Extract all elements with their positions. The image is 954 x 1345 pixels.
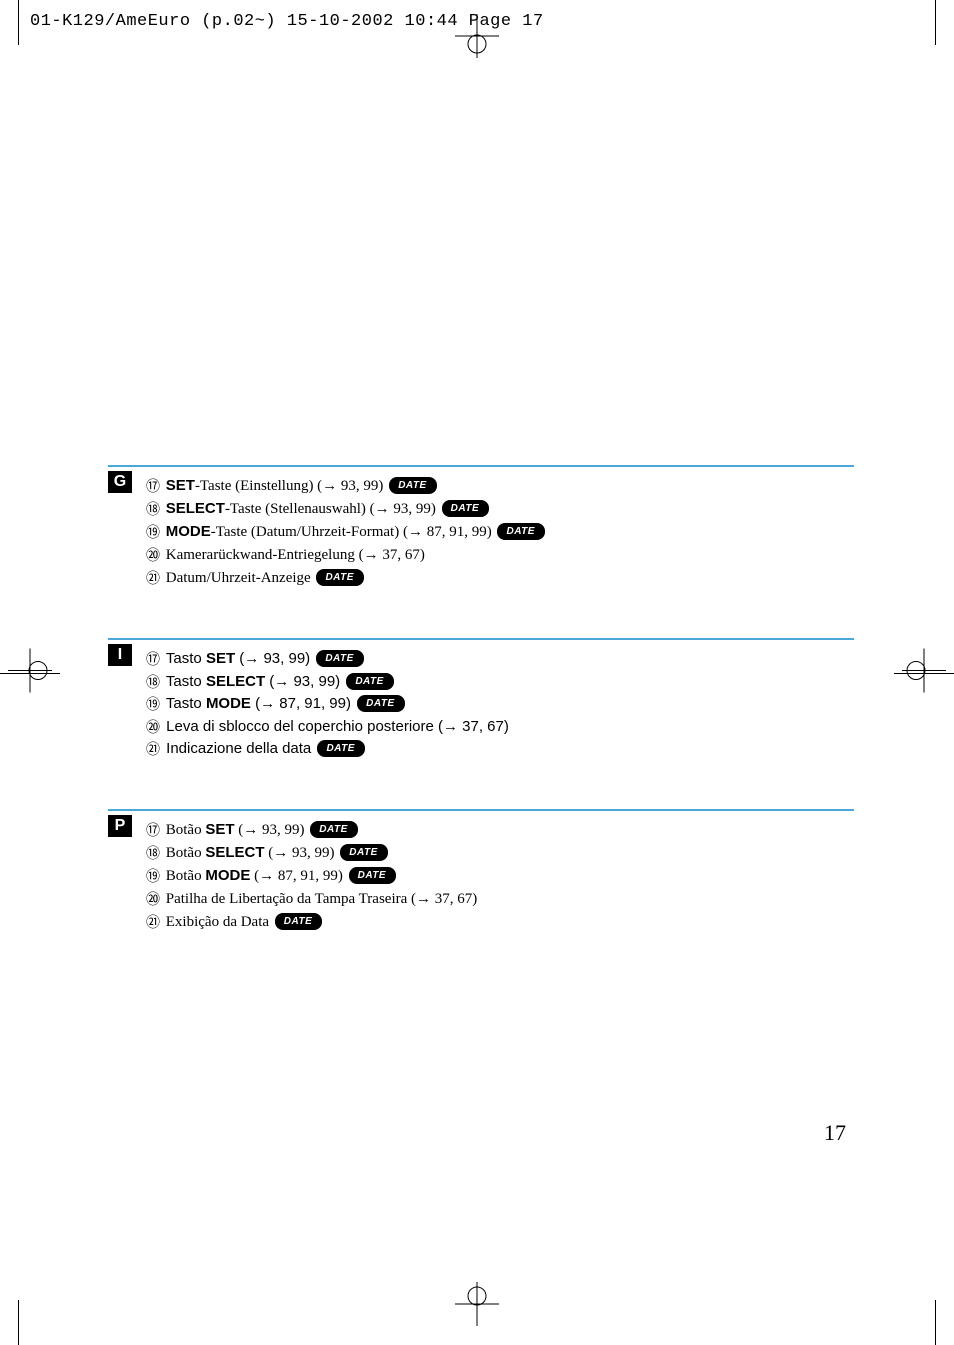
item-prefix: Tasto <box>166 650 206 667</box>
item-text: (→ 87, 91, 99) <box>251 695 351 712</box>
item-prefix: Botão <box>166 822 206 838</box>
item-list: ⑰ SET-Taste (Einstellung) (→ 93, 99) DAT… <box>144 473 854 590</box>
item-number: ⑰ <box>144 649 162 670</box>
date-badge: DATE <box>340 844 387 861</box>
date-badge: DATE <box>316 569 363 586</box>
item-number: ⑱ <box>144 500 162 521</box>
item-number: ⑲ <box>144 694 162 715</box>
item-row: ⑳ Patilha de Libertação da Tampa Traseir… <box>144 888 854 911</box>
item-row: ⑱ SELECT-Taste (Stellenauswahl) (→ 93, 9… <box>144 498 854 521</box>
date-badge: DATE <box>310 821 357 838</box>
item-row: ⑰ Tasto SET (→ 93, 99) DATE <box>144 648 854 671</box>
item-row: ㉑ Datum/Uhrzeit-Anzeige DATE <box>144 567 854 590</box>
registration-mark-right <box>902 648 946 697</box>
item-bold: MODE <box>166 523 211 540</box>
item-bold: SET <box>206 650 235 667</box>
date-badge: DATE <box>349 867 396 884</box>
item-number: ⑰ <box>144 477 162 498</box>
item-row: ㉑ Indicazione della data DATE <box>144 738 854 761</box>
item-bold: SELECT <box>166 500 225 517</box>
page-number: 17 <box>824 1120 846 1146</box>
item-number: ㉑ <box>144 569 162 590</box>
date-badge: DATE <box>317 740 364 757</box>
lang-section-p: P⑰ Botão SET (→ 93, 99) DATE⑱ Botão SELE… <box>108 809 854 934</box>
item-text: Exibição da Data <box>166 914 269 930</box>
item-text: (→ 93, 99) <box>235 650 310 667</box>
registration-mark-left <box>8 648 52 697</box>
date-badge: DATE <box>389 477 436 494</box>
date-badge: DATE <box>275 913 322 930</box>
item-text: Datum/Uhrzeit-Anzeige <box>166 570 311 586</box>
item-text: (→ 93, 99) <box>235 822 305 838</box>
language-badge: I <box>108 644 132 666</box>
item-prefix: Botão <box>166 845 206 861</box>
item-bold: SELECT <box>205 844 264 861</box>
lang-section-g: G⑰ SET-Taste (Einstellung) (→ 93, 99) DA… <box>108 465 854 590</box>
item-text: Indicazione della data <box>166 740 311 757</box>
item-number: ㉑ <box>144 913 162 934</box>
item-number: ⑱ <box>144 844 162 865</box>
item-row: ⑲ Tasto MODE (→ 87, 91, 99) DATE <box>144 693 854 716</box>
language-badge: G <box>108 471 132 493</box>
item-row: ⑲ Botão MODE (→ 87, 91, 99) DATE <box>144 865 854 888</box>
date-badge: DATE <box>357 695 404 712</box>
item-number: ㉑ <box>144 739 162 760</box>
crop-marks-bottom <box>0 1300 954 1345</box>
item-bold: SET <box>166 477 195 494</box>
crop-marks-top <box>0 0 954 45</box>
item-list: ⑰ Botão SET (→ 93, 99) DATE⑱ Botão SELEC… <box>144 817 854 934</box>
item-number: ⑱ <box>144 672 162 693</box>
item-text: Kamerarückwand-Entriegelung (→ 37, 67) <box>166 547 425 563</box>
lang-section-i: I⑰ Tasto SET (→ 93, 99) DATE⑱ Tasto SELE… <box>108 638 854 761</box>
item-row: ⑱ Botão SELECT (→ 93, 99) DATE <box>144 842 854 865</box>
item-row: ㉑ Exibição da Data DATE <box>144 911 854 934</box>
item-prefix: Tasto <box>166 695 206 712</box>
item-text: -Taste (Datum/Uhrzeit-Format) (→ 87, 91,… <box>211 524 492 540</box>
item-row: ⑱ Tasto SELECT (→ 93, 99) DATE <box>144 671 854 694</box>
date-badge: DATE <box>497 523 544 540</box>
date-badge: DATE <box>346 673 393 690</box>
page-content: G⑰ SET-Taste (Einstellung) (→ 93, 99) DA… <box>108 465 854 982</box>
section-rule <box>108 638 854 640</box>
item-text: -Taste (Einstellung) (→ 93, 99) <box>195 478 384 494</box>
item-prefix: Botão <box>166 868 206 884</box>
section-rule <box>108 809 854 811</box>
item-row: ⑰ Botão SET (→ 93, 99) DATE <box>144 819 854 842</box>
item-text: (→ 93, 99) <box>265 673 340 690</box>
item-list: ⑰ Tasto SET (→ 93, 99) DATE⑱ Tasto SELEC… <box>144 646 854 761</box>
item-prefix: Tasto <box>166 673 206 690</box>
item-row: ⑰ SET-Taste (Einstellung) (→ 93, 99) DAT… <box>144 475 854 498</box>
item-text: (→ 87, 91, 99) <box>250 868 343 884</box>
item-number: ⑰ <box>144 821 162 842</box>
item-row: ⑲ MODE-Taste (Datum/Uhrzeit-Format) (→ 8… <box>144 521 854 544</box>
item-row: ⑳ Kamerarückwand-Entriegelung (→ 37, 67) <box>144 544 854 567</box>
date-badge: DATE <box>316 650 363 667</box>
item-number: ⑲ <box>144 867 162 888</box>
item-bold: SET <box>205 821 234 838</box>
item-bold: SELECT <box>206 673 265 690</box>
item-text: -Taste (Stellenauswahl) (→ 93, 99) <box>225 501 436 517</box>
item-bold: MODE <box>205 867 250 884</box>
item-number: ⑳ <box>144 890 162 911</box>
item-number: ⑲ <box>144 523 162 544</box>
item-text: Patilha de Libertação da Tampa Traseira … <box>166 891 478 907</box>
date-badge: DATE <box>442 500 489 517</box>
item-bold: MODE <box>206 695 251 712</box>
item-number: ⑳ <box>144 546 162 567</box>
item-number: ⑳ <box>144 717 162 738</box>
item-text: (→ 93, 99) <box>265 845 335 861</box>
item-row: ⑳ Leva di sblocco del coperchio posterio… <box>144 716 854 739</box>
language-badge: P <box>108 815 132 837</box>
section-rule <box>108 465 854 467</box>
item-text: Leva di sblocco del coperchio posteriore… <box>166 718 509 735</box>
